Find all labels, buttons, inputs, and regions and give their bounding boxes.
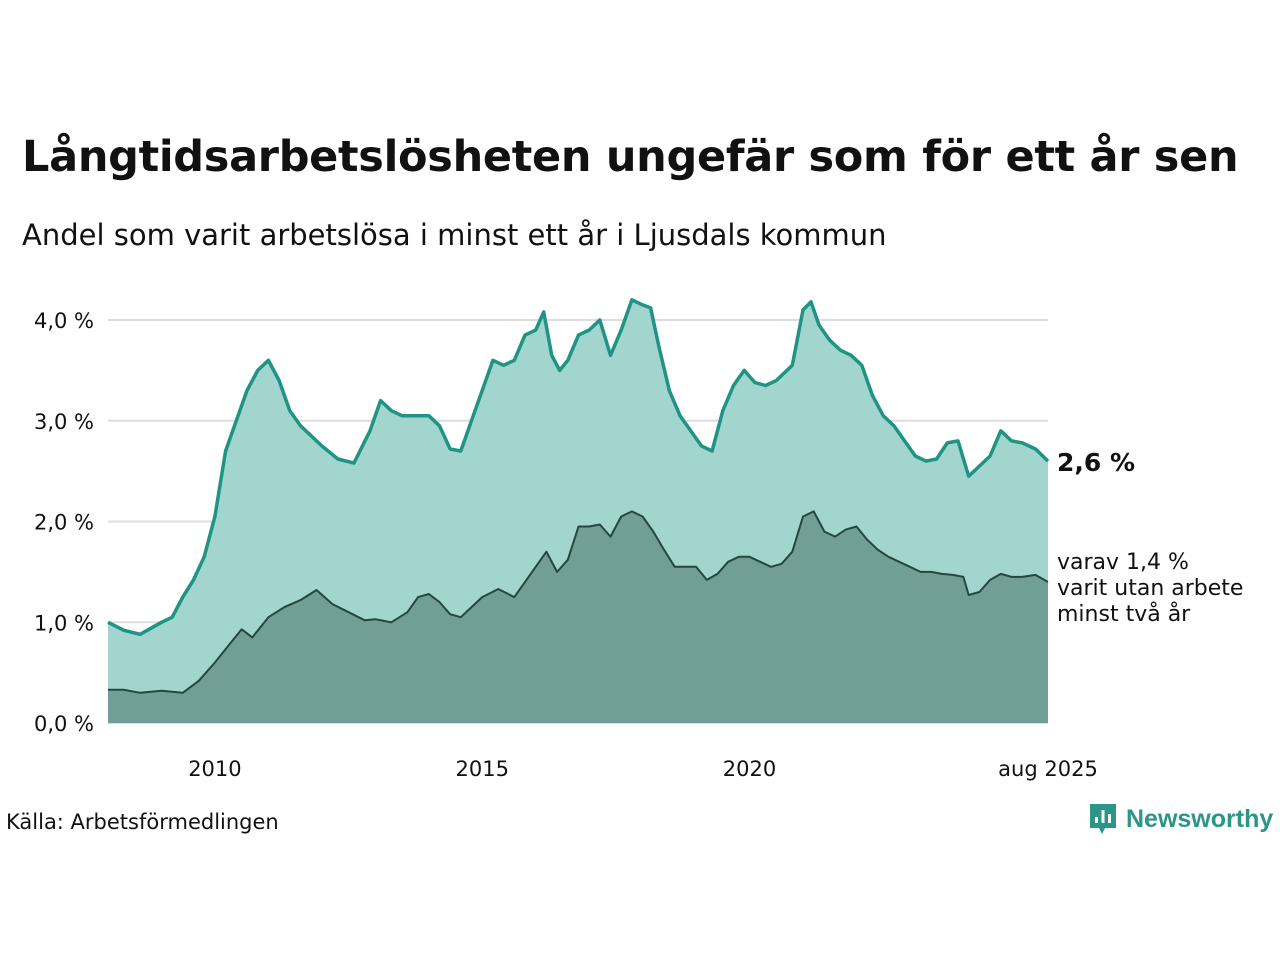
y-tick-label-3: 3,0 %: [34, 410, 94, 434]
end-label-lower-line-2: minst två år: [1057, 601, 1191, 627]
newsworthy-logo: Newsworthy: [1088, 802, 1273, 836]
y-tick-label-0: 0,0 %: [34, 712, 94, 736]
x-tick-label-3: aug 2025: [998, 757, 1098, 781]
end-label-lower-line-1: varit utan arbete: [1057, 576, 1243, 601]
brand-name: Newsworthy: [1126, 804, 1274, 833]
line-upper: [107, 298, 1050, 637]
chart-title: Långtidsarbetslösheten ungefär som för e…: [22, 132, 1239, 182]
source-note: Källa: Arbetsförmedlingen: [6, 810, 279, 834]
x-tick-label-2: 2020: [723, 757, 776, 781]
areas: [107, 298, 1050, 723]
line-lower: [108, 510, 1049, 694]
y-tick-label-1: 1,0 %: [34, 611, 94, 635]
area-chart: 0,0 % 1,0 % 2,0 % 3,0 % 4,0 % 2010 2015 2020 au…: [34, 298, 1243, 781]
y-axis-ticks: 0,0 % 1,0 % 2,0 % 3,0 % 4,0 %: [34, 309, 94, 736]
chart-subtitle: Andel som varit arbetslösa i minst ett å…: [22, 218, 887, 252]
y-tick-label-2: 2,0 %: [34, 511, 94, 535]
end-label-upper: 2,6 %: [1057, 448, 1135, 477]
y-tick-label-4: 4,0 %: [34, 309, 94, 333]
area-lower: [108, 511, 1048, 723]
x-tick-label-0: 2010: [188, 757, 241, 781]
x-axis-ticks: 2010 2015 2020 aug 2025: [188, 757, 1098, 781]
x-tick-label-1: 2015: [455, 757, 508, 781]
end-label-lower-line-0: varav 1,4 %: [1057, 550, 1189, 575]
newsworthy-logo-icon: [1090, 804, 1116, 834]
